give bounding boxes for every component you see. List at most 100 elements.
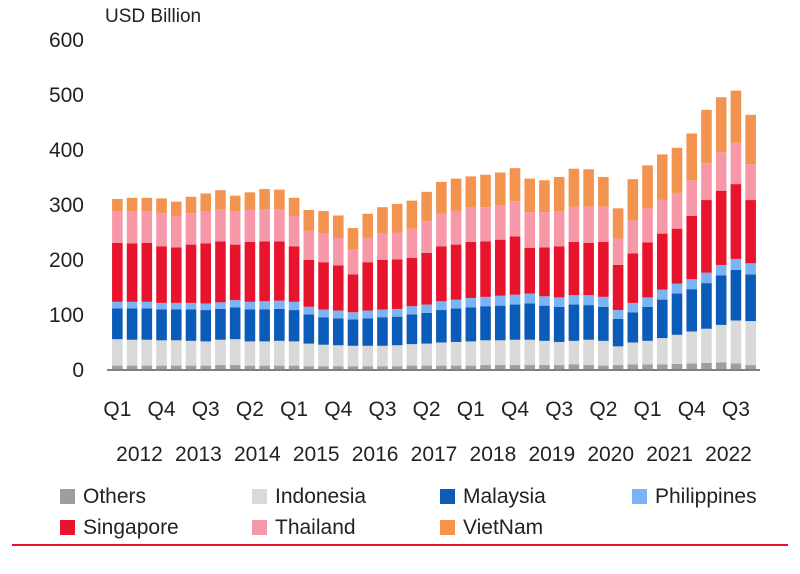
bar-segment-vietnam (421, 191, 432, 221)
bar-segment-philippines (141, 301, 153, 309)
bar-segment-thailand (612, 238, 624, 265)
bar-segment-philippines (539, 296, 550, 306)
bar-segment-indonesia (465, 341, 477, 366)
bar-segment-malaysia (715, 275, 727, 325)
bar-segment-indonesia (553, 341, 565, 366)
bar-segment-singapore (436, 246, 447, 302)
bar-segment-vietnam (200, 193, 212, 212)
bar-segment-thailand (524, 212, 536, 248)
bar-segment-others (568, 364, 580, 370)
bar-segment-others (465, 365, 477, 370)
bar-segment-philippines (612, 310, 624, 319)
bar-segment-indonesia (303, 343, 315, 367)
bar-segment-others (715, 362, 727, 370)
bar-segment-malaysia (362, 318, 374, 346)
bar-segment-others (259, 365, 270, 370)
bar-segment-philippines (362, 310, 374, 319)
bar-segment-malaysia (215, 308, 226, 340)
bar-segment-vietnam (347, 228, 359, 249)
bar-segment-singapore (215, 241, 226, 303)
bar-segment-vietnam (406, 200, 418, 229)
bar-segment-philippines (332, 310, 344, 319)
legend-label-vietnam: VietNam (463, 515, 544, 539)
bar-segment-others (112, 365, 123, 370)
legend-swatch-vietnam (440, 520, 455, 535)
bar-segment-malaysia (288, 310, 300, 342)
year-label: 2016 (352, 443, 399, 466)
legend-swatch-singapore (60, 520, 75, 535)
bar-segment-thailand (509, 201, 521, 237)
bar-segment-vietnam (612, 208, 624, 239)
bar-segment-others (288, 365, 300, 370)
bar-segment-indonesia (347, 345, 359, 367)
x-tick-label: Q2 (236, 398, 264, 421)
bar-segment-philippines (318, 309, 329, 318)
bar-segment-others (612, 365, 624, 370)
bar-segment-others (701, 362, 712, 370)
bar-segment-indonesia (509, 339, 521, 366)
legend-label-thailand: Thailand (275, 515, 356, 539)
bar-segment-vietnam (642, 165, 653, 209)
bar-segment-thailand (745, 164, 756, 201)
bar-segment-thailand (362, 237, 374, 263)
bar-segment-indonesia (598, 340, 609, 366)
y-axis-label: USD Billion (105, 6, 201, 27)
bar-segment-thailand (598, 206, 609, 242)
y-tick-label: 100 (49, 304, 84, 327)
bar-segment-malaysia (627, 312, 639, 343)
bar-segment-indonesia (215, 339, 226, 366)
year-label: 2015 (293, 443, 340, 466)
bar-segment-malaysia (568, 304, 580, 341)
bar-segment-thailand (332, 238, 344, 266)
bar-segment-vietnam (686, 133, 698, 181)
bar-segment-indonesia (642, 340, 653, 365)
bar-segment-singapore (391, 259, 403, 309)
bar-segment-thailand (465, 207, 477, 242)
bar-segment-singapore (126, 243, 138, 302)
bar-segment-singapore (612, 264, 624, 311)
bar-segment-vietnam (627, 179, 639, 221)
bar-segment-vietnam (553, 176, 565, 212)
bar-segment-others (332, 366, 344, 370)
bar-segment-philippines (406, 306, 418, 315)
bar-segment-malaysia (436, 310, 447, 343)
bar-segment-malaysia (671, 293, 683, 335)
bar-segment-indonesia (391, 345, 403, 367)
bar-segment-vietnam (332, 215, 344, 238)
bar-segment-singapore (274, 241, 285, 301)
bar-segment-indonesia (377, 345, 388, 367)
bar-segment-thailand (141, 211, 153, 243)
bar-segment-singapore (406, 257, 418, 307)
legend-swatch-others (60, 489, 75, 504)
bar-segment-indonesia (288, 341, 300, 366)
bar-segment-indonesia (701, 328, 712, 363)
bar-segment-singapore (671, 228, 683, 284)
bar-segment-others (406, 365, 418, 370)
bar-segment-vietnam (377, 207, 388, 234)
bar-segment-philippines (229, 300, 241, 308)
bar-segment-indonesia (627, 342, 639, 365)
bar-segment-others (215, 365, 226, 370)
bar-segment-thailand (347, 249, 359, 275)
bar-segment-thailand (229, 211, 241, 245)
bar-segment-others (553, 365, 565, 370)
bar-segment-others (642, 364, 653, 370)
bar-segment-malaysia (494, 305, 506, 341)
y-tick-label: 300 (49, 194, 84, 217)
bar-segment-thailand (494, 205, 506, 240)
year-label: 2019 (528, 443, 575, 466)
y-tick-label: 400 (49, 139, 84, 162)
bar-segment-vietnam (170, 201, 182, 216)
bar-segment-malaysia (745, 274, 756, 322)
bar-segment-singapore (288, 246, 300, 302)
bar-segment-malaysia (686, 289, 698, 332)
bar-segment-malaysia (598, 306, 609, 341)
bar-segment-indonesia (730, 320, 742, 364)
bar-segment-vietnam (288, 197, 300, 216)
x-tick-label: Q2 (589, 398, 617, 421)
bar-segment-philippines (288, 301, 300, 311)
legend-swatch-indonesia (252, 489, 267, 504)
bar-segment-vietnam (215, 190, 226, 210)
bar-segment-vietnam (126, 197, 138, 212)
bar-segment-indonesia (494, 340, 506, 366)
